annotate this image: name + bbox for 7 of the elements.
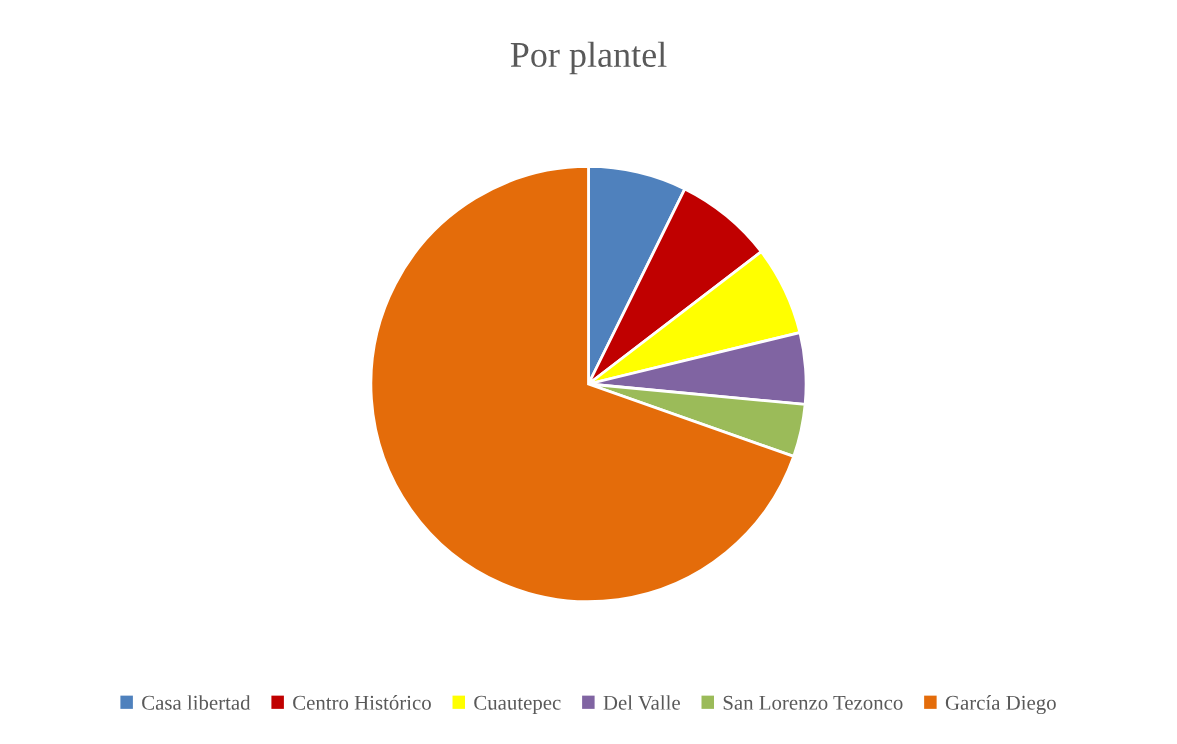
legend-label: García Diego <box>945 695 1056 715</box>
chart-title: Por plantel <box>510 41 667 75</box>
legend-label: Cuautepec <box>474 695 561 715</box>
legend-label: Del Valle <box>603 695 680 710</box>
legend-label: Centro Histórico <box>293 695 431 710</box>
legend-label: Casa libertad <box>142 695 251 710</box>
legend-label: San Lorenzo Tezonco <box>723 695 903 710</box>
